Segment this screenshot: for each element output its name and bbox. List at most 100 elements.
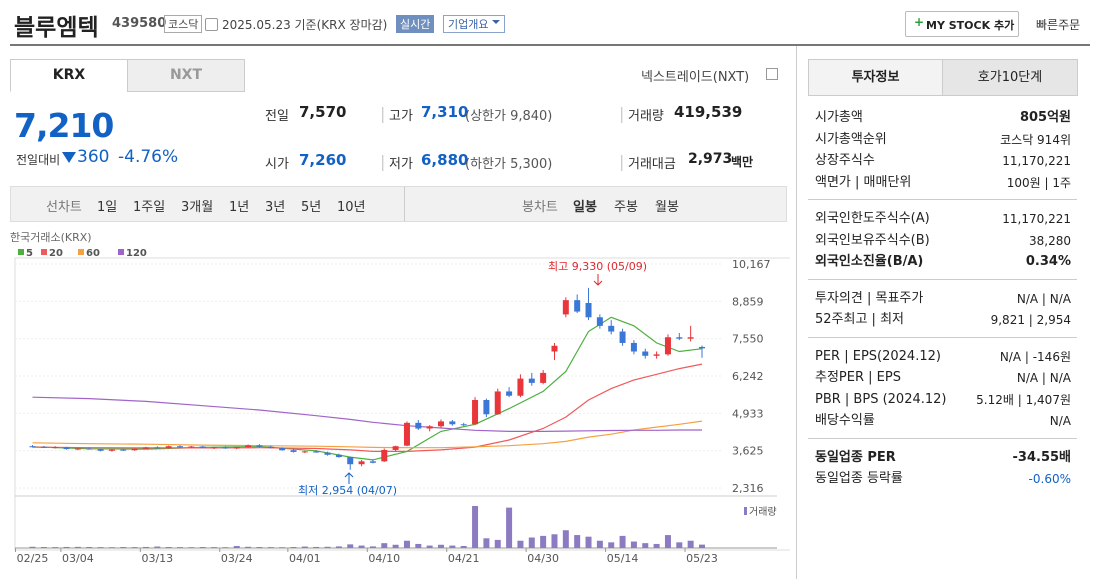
volume-bar: [29, 546, 36, 548]
candle-body: [211, 447, 218, 449]
volume-bar: [267, 547, 274, 548]
realtime-badge[interactable]: 실시간: [396, 15, 435, 33]
volume-bar: [222, 547, 229, 548]
candle-body: [449, 421, 456, 425]
info-label: PBR | BPS (2024.12): [815, 391, 947, 407]
period-button[interactable]: 3개월: [181, 200, 214, 215]
x-tick-label: 04/30: [527, 552, 559, 565]
mystock-button[interactable]: [905, 11, 1019, 37]
info-value: 5.12배 | 1,407원: [976, 392, 1071, 407]
candle-chart-label[interactable]: 봉차트: [522, 200, 558, 215]
info-label: 추정PER | EPS: [815, 370, 901, 385]
info-value: 9,821 | 2,954: [990, 313, 1071, 327]
info-row: 시가총액 805억원: [815, 108, 1071, 128]
info-row: 외국인보유주식수(B) 38,280: [815, 231, 1071, 251]
volume-bar: [177, 547, 184, 548]
info-label: 외국인한도주식수(A): [815, 211, 930, 226]
candle-period[interactable]: 월봉: [655, 200, 679, 215]
stat-value: 7,570: [299, 103, 347, 121]
info-row: 외국인한도주식수(A) 11,170,221: [815, 209, 1071, 229]
volume-bar: [211, 547, 218, 548]
overview-button[interactable]: 기업개요: [443, 15, 506, 33]
volume-bar: [142, 546, 149, 548]
info-row: 배당수익률 N/A: [815, 411, 1071, 431]
info-icon: [766, 68, 778, 80]
volume-bar: [279, 547, 286, 548]
volume-bar: [381, 543, 388, 548]
candle-body: [699, 346, 705, 349]
period-button[interactable]: 1주일: [133, 200, 166, 215]
nxt-tab[interactable]: NXT: [127, 59, 245, 92]
period-button[interactable]: 1년: [229, 200, 250, 215]
candle-body: [392, 446, 399, 450]
volume-bar: [40, 547, 47, 548]
volume-label: 거래량: [749, 506, 777, 518]
candle-body: [460, 424, 467, 426]
separator: [808, 199, 1077, 200]
candle-body: [358, 461, 365, 465]
y-tick-label: 3,625: [732, 445, 764, 458]
line-chart-label[interactable]: 선차트: [46, 200, 82, 215]
period-button[interactable]: 5년: [301, 200, 322, 215]
volume-bar: [290, 547, 297, 548]
x-tick-label: 05/23: [686, 552, 718, 565]
candle-body: [653, 354, 660, 356]
nxt-link[interactable]: 넥스트레이드(NXT): [641, 70, 750, 85]
period-button[interactable]: 1일: [97, 200, 118, 215]
volume-bar: [562, 530, 569, 548]
volume-bar: [528, 537, 535, 548]
quick-order[interactable]: 빠른주문: [1036, 18, 1081, 32]
volume-bar: [120, 547, 127, 548]
candle-body: [324, 452, 331, 455]
candle-period[interactable]: 주봉: [614, 200, 638, 215]
stat-label: 고가: [389, 109, 413, 124]
candle-body: [279, 447, 286, 451]
volume-bar: [324, 546, 331, 548]
candle-body: [381, 449, 388, 462]
candle-period[interactable]: 일봉: [573, 200, 597, 215]
side-tab[interactable]: 투자정보: [808, 59, 943, 96]
volume-bar: [63, 546, 70, 548]
volume-bar: [233, 545, 240, 548]
info-label: 시가총액: [815, 110, 863, 125]
volume-legend-swatch: [744, 507, 747, 515]
candle-body: [438, 421, 445, 427]
candle-body: [313, 451, 320, 453]
stat-note: (상한가 9,840): [465, 109, 553, 124]
stat-sep: |: [619, 152, 625, 171]
legend-label: 5: [26, 248, 33, 259]
volume-bar: [596, 540, 603, 548]
period-button[interactable]: 10년: [337, 200, 366, 215]
info-value: N/A | -146원: [999, 349, 1071, 364]
candle-body: [472, 400, 479, 425]
volume-bar: [438, 544, 445, 548]
candle-body: [120, 449, 127, 451]
stat-unit: 백만: [731, 155, 754, 169]
period-button[interactable]: 3년: [265, 200, 286, 215]
x-tick-label: 04/21: [448, 552, 480, 565]
side-tab[interactable]: 호가10단계: [942, 59, 1078, 96]
info-row: 상장주식수 11,170,221: [815, 151, 1071, 171]
stat-sep: |: [380, 104, 386, 123]
legend-swatch: [118, 249, 124, 255]
legend-label: 60: [86, 248, 100, 259]
info-value: N/A | N/A: [1016, 371, 1071, 385]
info-row: 추정PER | EPS N/A | N/A: [815, 368, 1071, 388]
candle-body: [177, 446, 184, 448]
stat-value: 6,880: [421, 151, 469, 169]
info-label: 시가총액순위: [815, 131, 887, 147]
stat-label: 전일: [265, 109, 289, 124]
krx-tab[interactable]: KRX: [10, 59, 128, 92]
stat-value: 7,310: [421, 103, 469, 121]
candle-body: [74, 448, 81, 450]
chart: 한국거래소(KRX) 5 20 60 120 10,167 8,859 7,550 6,242…: [10, 231, 790, 565]
info-row: 투자의견 | 목표주가 N/A | N/A: [815, 289, 1071, 309]
y-tick-label: 6,242: [732, 370, 764, 383]
volume-bar: [426, 545, 433, 548]
volume-bar: [664, 535, 671, 548]
down-triangle: [62, 152, 76, 163]
candle-body: [188, 446, 195, 448]
candle-body: [40, 446, 47, 448]
stat-label: 거래대금: [628, 157, 676, 172]
